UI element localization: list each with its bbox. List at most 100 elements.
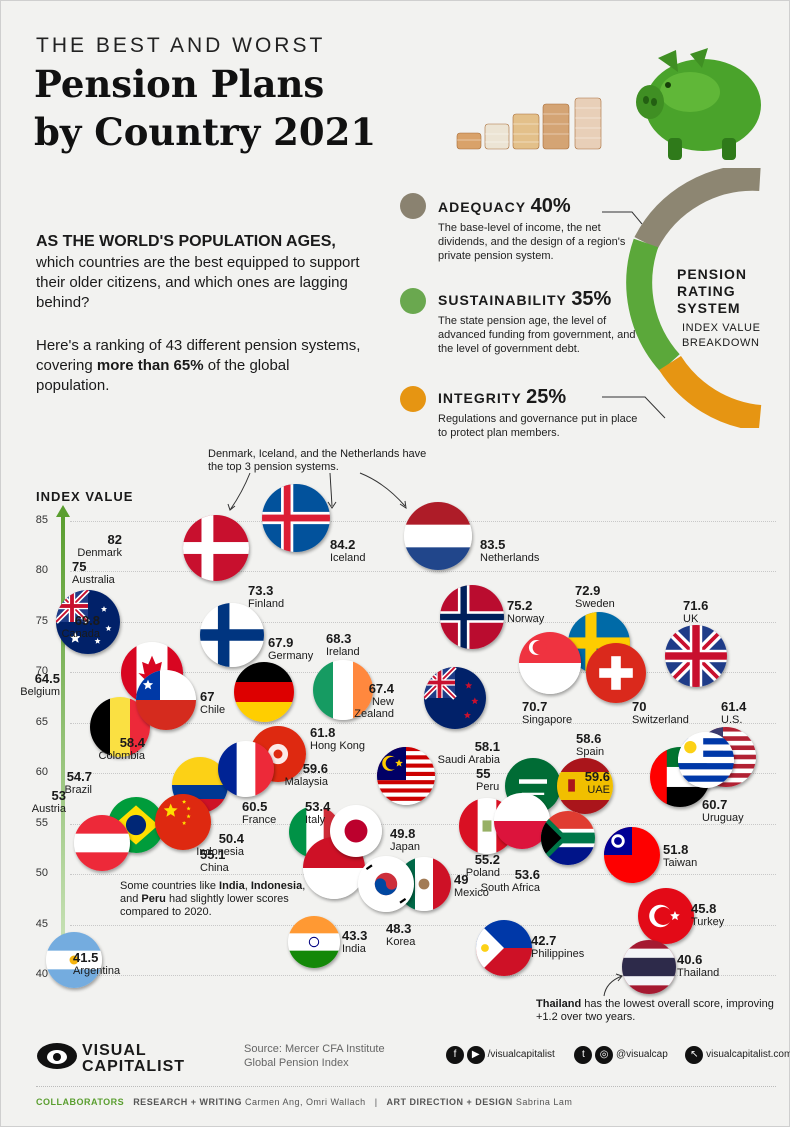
social-handle-2[interactable]: @visualcap	[615, 1049, 668, 1060]
y-tick-label: 45	[35, 917, 48, 930]
research-label: RESEARCH + WRITING	[133, 1097, 242, 1107]
flag-argentina	[46, 932, 102, 988]
flag-uk	[665, 625, 727, 687]
data-label: 70.7 Singapore	[522, 700, 572, 727]
cursor-icon[interactable]: ↖	[685, 1046, 704, 1064]
social-handle-3[interactable]: visualcapitalist.com	[706, 1049, 790, 1060]
facebook-icon[interactable]: f	[446, 1046, 464, 1064]
y-tick-label: 40	[35, 968, 48, 980]
criterion-name: ADEQUACY	[438, 199, 527, 215]
thailand-b: Thailand	[536, 998, 582, 1010]
data-value: 68.3	[326, 631, 352, 646]
country-name: Mexico	[454, 887, 489, 899]
country-name: Indonesia	[196, 846, 244, 858]
country-name: UAE	[587, 784, 610, 796]
lower-b1: India	[219, 880, 245, 892]
data-label: 45.8 Turkey	[691, 902, 724, 929]
data-label: 68.3 Ireland	[326, 631, 360, 659]
flag-norway	[440, 585, 504, 649]
art-names: Sabrina Lam	[515, 1097, 573, 1107]
flag-southafrica	[541, 811, 595, 865]
flag-turkey	[638, 888, 694, 944]
gridline	[70, 672, 776, 673]
country-name: South Africa	[480, 882, 540, 894]
country-name: Colombia	[98, 750, 145, 762]
data-value: 50.4	[218, 831, 244, 846]
data-label: 49 Mexico	[454, 873, 489, 900]
data-label: 58.6 Spain	[576, 732, 605, 759]
data-value: 64.5	[34, 671, 60, 686]
country-name: Peru	[476, 781, 500, 793]
data-label: 40.6 Thailand	[677, 953, 719, 980]
data-value: 55	[476, 766, 491, 781]
data-label: 60.5 France	[242, 800, 276, 827]
country-name: Korea	[386, 936, 416, 948]
data-value: 75	[72, 559, 87, 574]
country-name: Spain	[576, 746, 605, 758]
data-label: 59.6 UAE	[530, 769, 610, 797]
data-label: 50.4 Indonesia	[164, 831, 244, 859]
data-value: 60.7	[702, 797, 728, 812]
youtube-icon[interactable]: ▶	[466, 1046, 485, 1064]
data-value: 55.2	[474, 852, 500, 867]
y-axis-arrow	[56, 505, 70, 975]
data-value: 41.5	[73, 950, 99, 965]
flag-austria	[74, 815, 130, 871]
piggy-bank-icon	[636, 48, 761, 160]
country-name: Hong Kong	[310, 740, 366, 752]
data-label: 49.8 Japan	[390, 827, 420, 854]
page-title-line2: by Country 2021	[34, 110, 377, 154]
country-name: Switzerland	[632, 714, 689, 726]
y-tick-label: 75	[35, 614, 48, 627]
gridline	[70, 975, 776, 976]
padlock-icon	[400, 386, 426, 412]
criterion-desc: The state pension age, the level of adva…	[438, 315, 636, 355]
data-label: 84.2 Iceland	[330, 538, 366, 565]
country-name: Taiwan	[663, 857, 698, 869]
data-label: 72.9 Sweden	[575, 584, 615, 611]
data-value: 83.5	[480, 537, 506, 552]
rating-ring	[626, 168, 762, 428]
country-name: Saudi Arabia	[437, 754, 500, 766]
data-label: 55 Peru	[476, 766, 500, 794]
collab-separator: |	[374, 1097, 378, 1107]
country-name: China	[200, 862, 229, 874]
lower-scores-callout: Some countries like India, Indonesia, an…	[120, 880, 320, 919]
data-value: 43.3	[342, 928, 368, 943]
data-label: 54.7 Brazil	[12, 770, 92, 797]
data-label: 71.6 UK	[683, 599, 708, 626]
country-name: India	[342, 943, 366, 955]
country-name: Brazil	[64, 784, 92, 796]
coin-stacks-illustration	[456, 97, 602, 150]
data-value: 59.6	[584, 769, 610, 784]
country-name: Poland	[465, 867, 500, 879]
data-value: 42.7	[531, 933, 557, 948]
kicker-text: THE BEST AND WORST	[36, 34, 326, 57]
top3-arrows	[227, 472, 407, 511]
twitter-icon[interactable]: t	[574, 1046, 593, 1064]
data-label: 61.4 U.S.	[721, 700, 746, 727]
criterion-desc: Regulations and governance put in place …	[438, 413, 638, 439]
data-label: 75.2 Norway	[507, 599, 544, 626]
flag-singapore	[519, 632, 581, 694]
data-label: 73.3 Finland	[248, 583, 284, 611]
data-label: 58.1 Saudi Arabia	[420, 740, 500, 767]
data-label: 55.1 China	[200, 848, 229, 875]
flag-malaysia	[377, 747, 435, 805]
country-name: Austria	[31, 803, 66, 815]
data-label: 53.4 Italy	[305, 800, 330, 827]
lower-mid2: , and	[120, 880, 306, 905]
country-name: Iceland	[330, 552, 366, 564]
social-handle-1[interactable]: /visualcapitalist	[487, 1049, 555, 1060]
country-name: Chile	[200, 704, 226, 716]
data-label: 43.3 India	[342, 928, 368, 956]
chart-area: 40 45 50 55 60 65 70 75 80 85 82 Denmark 84.2 Iceland…	[12, 484, 776, 994]
data-label: 48.3 Korea	[386, 922, 416, 949]
data-value: 61.8	[310, 725, 336, 740]
data-value: 59.6	[302, 761, 328, 776]
data-label: 61.8 Hong Kong	[310, 725, 366, 753]
criterion-pct: 25%	[526, 386, 567, 408]
flag-switzerland	[586, 643, 646, 703]
data-value: 73.3	[248, 583, 274, 598]
instagram-icon[interactable]: ◎	[595, 1046, 614, 1064]
